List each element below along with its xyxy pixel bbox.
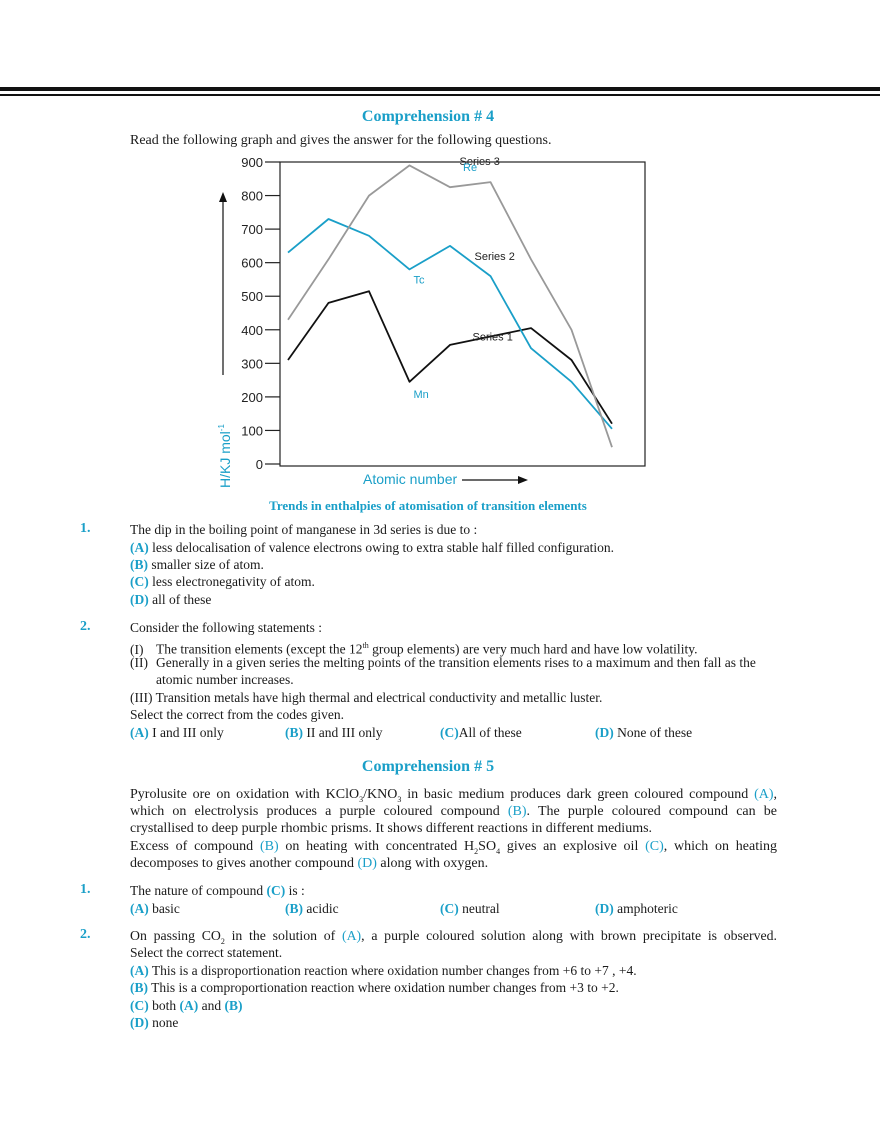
c4-q2-option-c[interactable]: (C)All of these (440, 725, 522, 740)
series-label-2: Series 2 (475, 251, 515, 263)
y-tick-label: 500 (241, 289, 263, 304)
plot-frame (279, 161, 646, 467)
series-line-series-1 (287, 290, 613, 425)
c5-para-line-3: crystallised to deep purple rhombic pris… (130, 821, 653, 836)
c4-q2-statement-3: (III) Transition metals have high therma… (130, 690, 603, 705)
c5-q2-number: 2. (80, 927, 91, 942)
c4-q2-option-d[interactable]: (D) None of these (595, 725, 693, 740)
c4-q1-text: The dip in the boiling point of manganes… (130, 522, 478, 537)
c5-q2-option-a[interactable]: (A) This is a disproportionation reactio… (130, 963, 637, 978)
y-tick-label: 400 (241, 323, 263, 338)
c4-q2-statement-1: (I) The transition elements (except the 1… (130, 641, 698, 657)
series-label-3: Series 3 (460, 156, 500, 168)
series-label-1: Series 1 (473, 331, 513, 343)
c5-q1-option-d[interactable]: (D) amphoteric (595, 901, 678, 916)
y-tick-label: 200 (241, 390, 263, 405)
series-line-series-2 (287, 218, 613, 430)
c4-q1-option-d[interactable]: (D) all of these (130, 592, 212, 607)
y-tick-label: 300 (241, 356, 263, 371)
c5-q2-option-d[interactable]: (D) none (130, 1015, 179, 1030)
y-axis-label-text: H/KJ mol-1 (217, 424, 233, 488)
c4-q2-option-a[interactable]: (A) I and III only (130, 725, 224, 740)
comprehension-4-intro: Read the following graph and gives the a… (130, 133, 552, 148)
c5-q1-option-c[interactable]: (C) neutral (440, 901, 500, 916)
element-label-mn: Mn (414, 389, 429, 401)
y-tick-label: 900 (241, 155, 263, 170)
labels-layer: Series 1 Series 2 Series 3Re Tc Mn (414, 156, 515, 401)
c5-para-line-5: decomposes to gives another compound (D)… (130, 856, 489, 871)
c5-q1-number: 1. (80, 882, 91, 897)
y-tick-label: 0 (256, 457, 263, 472)
x-axis-label: Atomic number (363, 471, 457, 487)
c4-q2-statement-2: (II) Generally in a given series the melt… (130, 655, 756, 670)
y-axis-ticks: 0 100 200 300 400 500 600 700 800 900 (241, 155, 280, 472)
top-rule-thin (0, 94, 880, 96)
c4-q2-option-b[interactable]: (B) II and III only (285, 725, 383, 740)
comprehension-5-heading: Comprehension # 5 (361, 758, 495, 775)
c5-para-line-2: which on electrolysis produces a purple … (130, 804, 777, 819)
c5-q1-option-b[interactable]: (B) acidic (285, 901, 339, 916)
y-axis-arrow (219, 192, 227, 375)
c5-q2-select: Select the correct statement. (130, 945, 283, 960)
c4-q1-option-b[interactable]: (B) smaller size of atom. (130, 557, 264, 572)
y-axis-label: H/KJ mol-1 (217, 424, 233, 488)
series-layer (287, 164, 613, 448)
c4-q1-option-c[interactable]: (C) less electronegativity of atom. (130, 574, 315, 589)
top-rule-thick (0, 87, 880, 91)
plot-border (279, 161, 646, 467)
c5-para-line-4: Excess of compound (B) on heating with c… (130, 839, 777, 856)
c5-q2-text: On passing CO2 in the solution of (A), a… (130, 928, 777, 946)
c5-q1-text: The nature of compound (C) is : (130, 883, 305, 898)
y-tick-label: 800 (241, 189, 263, 204)
c4-q1-number: 1. (80, 521, 91, 536)
c4-q2-number: 2. (80, 619, 91, 634)
y-tick-label: 700 (241, 222, 263, 237)
element-label-re: Re (463, 162, 477, 174)
c4-q1-option-a[interactable]: (A) less delocalisation of valence elect… (130, 540, 614, 555)
c5-para-line-1: Pyrolusite ore on oxidation with KClO3/K… (130, 787, 777, 804)
c5-q2-option-c[interactable]: (C) both (A) and (B) (130, 998, 243, 1013)
c5-q1-option-a[interactable]: (A) basic (130, 901, 180, 916)
c4-q2-text: Consider the following statements : (130, 620, 322, 635)
element-label-tc: Tc (414, 274, 426, 286)
y-tick-label: 100 (241, 423, 263, 438)
y-tick-label: 600 (241, 256, 263, 271)
c4-q2-select: Select the correct from the codes given. (130, 707, 345, 722)
x-axis-label-group: Atomic number (363, 471, 528, 487)
c5-q2-option-b[interactable]: (B) This is a comproportionation reactio… (130, 980, 619, 995)
chart-caption: Trends in enthalpies of atomisation of t… (269, 498, 587, 513)
c4-q2-statement-2-cont: atomic number increases. (156, 672, 294, 687)
comprehension-4-heading: Comprehension # 4 (361, 108, 495, 125)
series-line-series-3 (287, 164, 613, 448)
